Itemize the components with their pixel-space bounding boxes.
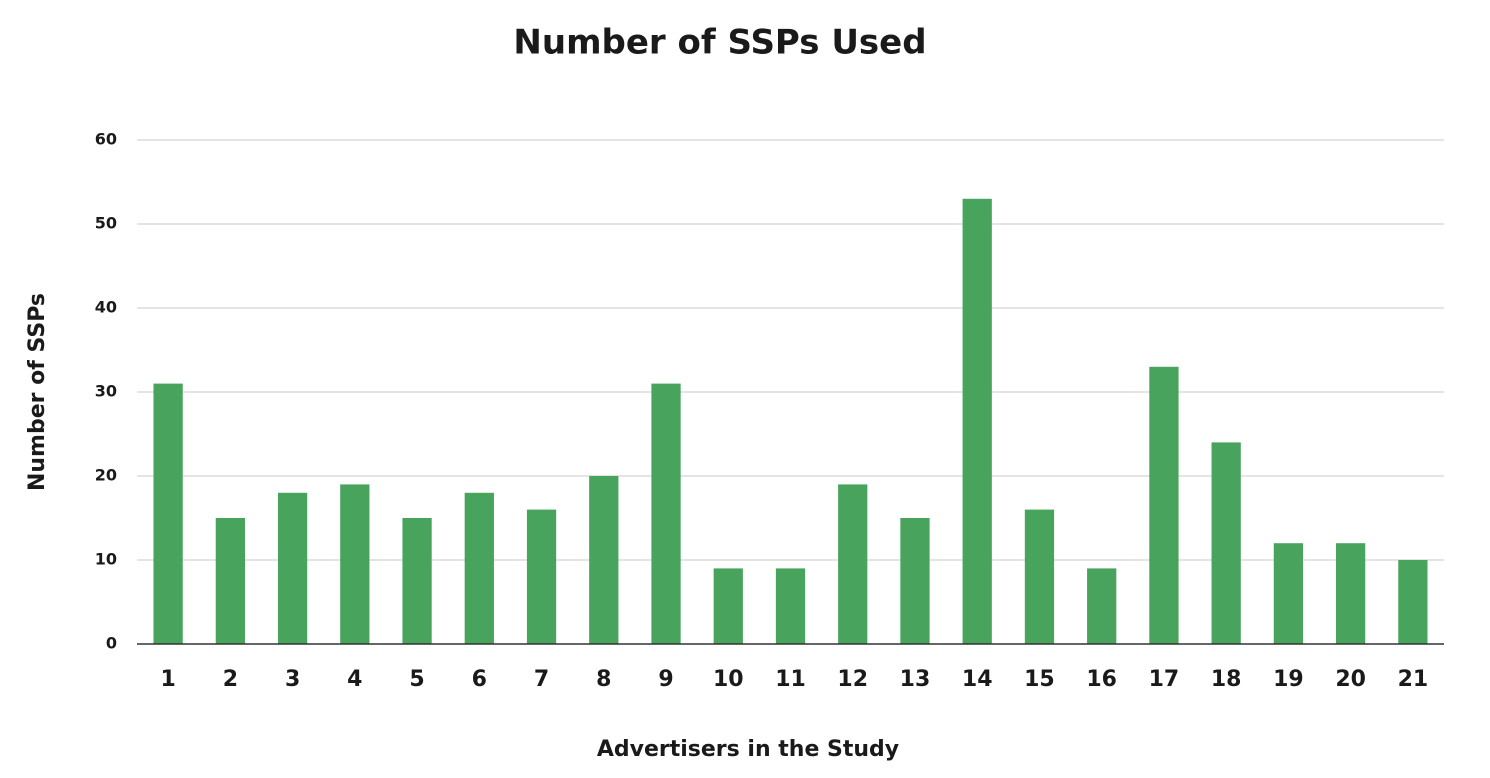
x-tick-label: 21 [1398,667,1429,692]
x-tick-label: 1 [160,667,175,692]
x-tick-label: 14 [962,667,993,692]
bar [1273,543,1304,644]
chart-title: Number of SSPs Used [513,23,926,63]
bar [526,509,557,644]
y-tick-label: 40 [95,298,117,317]
bar [838,484,868,644]
bar [1087,568,1117,644]
x-tick-label: 10 [713,667,744,692]
bar [1149,366,1179,644]
bar [775,568,806,644]
x-tick-label: 12 [837,667,868,692]
bar [215,518,245,644]
y-axis-label: Number of SSPs [25,293,50,491]
bar [402,518,432,644]
x-tick-label: 6 [472,667,487,692]
y-tick-label: 30 [95,382,117,401]
x-axis-label: Advertisers in the Study [597,737,899,762]
y-tick-label: 50 [95,214,117,233]
x-tick-label: 11 [775,667,806,692]
bar [277,492,308,644]
bar [340,484,370,644]
bar [900,518,930,644]
y-tick-label: 20 [95,466,117,485]
bar [153,383,183,644]
bar [962,198,992,645]
bar [713,568,743,644]
x-tick-label: 17 [1149,667,1180,692]
x-tick-label: 2 [223,667,238,692]
x-tick-label: 5 [409,667,424,692]
x-tick-label: 20 [1335,667,1366,692]
y-tick-label: 0 [106,634,117,653]
bar [589,476,619,644]
x-tick-label: 4 [347,667,362,692]
bar [1024,509,1055,644]
x-tick-label: 19 [1273,667,1304,692]
bar [1211,442,1241,644]
x-tick-label: 8 [596,667,611,692]
bar [464,492,494,644]
bar [651,383,681,644]
y-tick-label: 60 [95,130,117,149]
y-tick-label: 10 [95,550,117,569]
x-tick-label: 16 [1086,667,1117,692]
x-tick-label: 13 [900,667,931,692]
x-tick-label: 9 [658,667,673,692]
x-tick-label: 3 [285,667,300,692]
bar [1398,560,1428,644]
bar [1336,543,1366,644]
x-tick-label: 15 [1024,667,1055,692]
x-tick-label: 7 [534,667,549,692]
x-tick-label: 18 [1211,667,1242,692]
